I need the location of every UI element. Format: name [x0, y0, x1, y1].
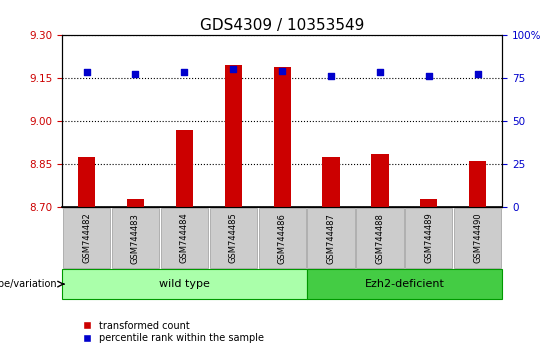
Text: GSM744487: GSM744487: [327, 213, 335, 263]
Bar: [372, 154, 388, 207]
Bar: [469, 161, 487, 207]
Point: [278, 68, 286, 73]
Text: GSM744489: GSM744489: [424, 213, 434, 263]
FancyBboxPatch shape: [307, 269, 502, 299]
FancyBboxPatch shape: [307, 208, 355, 268]
Text: GSM744485: GSM744485: [229, 213, 238, 263]
Bar: [127, 199, 144, 207]
FancyBboxPatch shape: [161, 208, 208, 268]
Text: GSM744486: GSM744486: [278, 213, 287, 263]
Bar: [78, 157, 95, 207]
Bar: [176, 130, 193, 207]
Text: GSM744484: GSM744484: [180, 213, 189, 263]
FancyBboxPatch shape: [406, 208, 453, 268]
FancyBboxPatch shape: [454, 208, 501, 268]
Point: [229, 66, 238, 72]
FancyBboxPatch shape: [210, 208, 257, 268]
Text: GSM744488: GSM744488: [375, 213, 384, 263]
Text: GSM744483: GSM744483: [131, 213, 140, 263]
Text: GSM744490: GSM744490: [473, 213, 482, 263]
Point: [131, 71, 140, 77]
Point: [180, 69, 188, 75]
Bar: [225, 65, 242, 207]
Point: [82, 69, 91, 75]
Bar: [420, 199, 437, 207]
Text: GSM744482: GSM744482: [82, 213, 91, 263]
Title: GDS4309 / 10353549: GDS4309 / 10353549: [200, 18, 364, 33]
FancyBboxPatch shape: [112, 208, 159, 268]
FancyBboxPatch shape: [356, 208, 403, 268]
FancyBboxPatch shape: [63, 208, 110, 268]
Bar: [274, 67, 291, 207]
Text: wild type: wild type: [159, 279, 210, 289]
Point: [327, 73, 335, 79]
Text: Ezh2-deficient: Ezh2-deficient: [364, 279, 444, 289]
Legend: transformed count, percentile rank within the sample: transformed count, percentile rank withi…: [78, 317, 268, 347]
Text: genotype/variation: genotype/variation: [0, 279, 57, 289]
FancyBboxPatch shape: [62, 269, 307, 299]
Point: [376, 69, 384, 75]
Point: [474, 71, 482, 77]
Point: [424, 73, 433, 79]
Bar: [322, 157, 340, 207]
FancyBboxPatch shape: [259, 208, 306, 268]
